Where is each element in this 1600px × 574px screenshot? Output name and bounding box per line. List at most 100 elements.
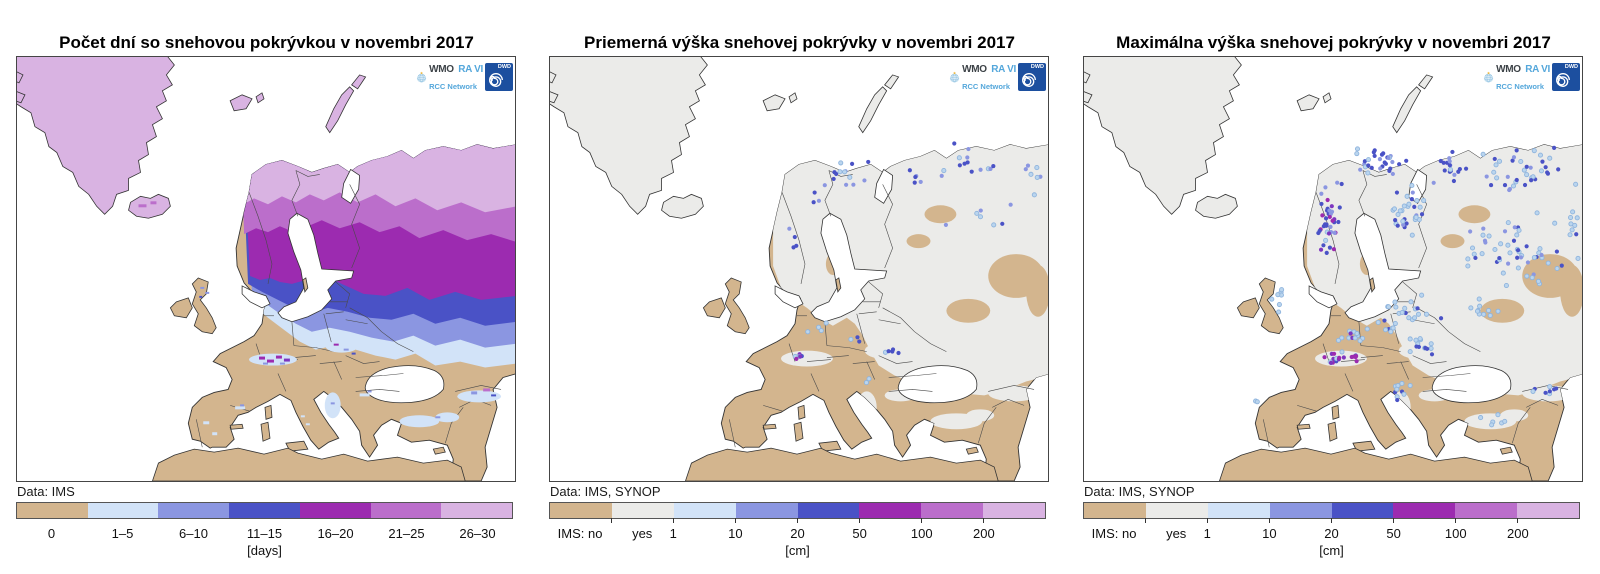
station-dot <box>1383 327 1389 333</box>
legend-label: 10 <box>1262 526 1277 541</box>
wmo-emblem-icon <box>416 71 427 83</box>
station-dot <box>1545 170 1550 175</box>
station-dot <box>1505 220 1511 226</box>
map-frame-max-snow-depth: WMO RA VI RCC Network DWD <box>1083 56 1583 482</box>
station-dot <box>1362 159 1367 164</box>
legend-segment <box>859 503 922 518</box>
station-dot <box>1382 160 1387 165</box>
legend-colorbar <box>16 502 513 519</box>
station-dot <box>1008 202 1013 207</box>
station-dot <box>1463 166 1469 171</box>
station-dot <box>1496 158 1503 164</box>
rcc-network-label: RCC Network <box>962 82 1011 91</box>
station-dot <box>1518 158 1524 165</box>
station-dot <box>1354 146 1361 152</box>
station-dot <box>1025 163 1031 168</box>
station-dot <box>1323 237 1329 243</box>
legend-tick <box>921 518 923 523</box>
station-dot <box>1552 145 1557 150</box>
wmo-rcc-logo: WMO RA VI RCC Network DWD <box>1481 59 1582 95</box>
station-dot <box>1352 335 1358 341</box>
station-dot <box>1328 360 1334 365</box>
station-dot <box>1339 181 1344 187</box>
station-dot <box>1570 209 1576 215</box>
legend-label: 6–10 <box>179 526 208 541</box>
station-dot <box>1518 255 1524 260</box>
station-dot <box>1397 208 1403 214</box>
legend-unit: [cm] <box>1319 543 1344 558</box>
legend-segment <box>1145 503 1208 518</box>
legend-label: 20 <box>790 526 805 541</box>
station-dot <box>1317 228 1322 233</box>
wmo-emblem-icon <box>1483 71 1494 83</box>
station-dot <box>1354 330 1360 337</box>
station-dot <box>1524 244 1529 249</box>
station-dot <box>1397 162 1402 167</box>
legend-segment <box>673 503 736 518</box>
station-dot <box>847 174 853 180</box>
station-dot <box>965 155 970 160</box>
station-dot <box>1332 230 1337 235</box>
station-dot <box>1547 155 1553 161</box>
station-dot <box>837 169 843 175</box>
wmo-logo-text: WMO RA VI RCC Network <box>1496 60 1550 94</box>
station-dot <box>988 166 993 171</box>
station-dot <box>1329 204 1334 209</box>
station-dot <box>818 328 824 334</box>
legend-label: 21–25 <box>388 526 425 541</box>
legend-tick <box>1331 518 1332 523</box>
legend-label: 200 <box>1507 526 1529 541</box>
legend-segment <box>1517 503 1579 518</box>
station-dot <box>798 354 803 359</box>
station-dot <box>1394 190 1400 195</box>
station-dot <box>1476 296 1482 302</box>
panel-title: Priemerná výška snehovej pokrývky v nove… <box>584 33 1015 53</box>
station-dot <box>1507 187 1512 193</box>
station-dot <box>1023 167 1028 172</box>
station-dot <box>1429 352 1435 357</box>
station-dot <box>866 159 871 164</box>
station-dot <box>1028 171 1034 177</box>
station-dot <box>1413 337 1419 343</box>
station-dot <box>886 349 891 354</box>
station-dot <box>1552 220 1558 226</box>
station-dot <box>1406 315 1412 321</box>
station-dot <box>1505 242 1511 248</box>
station-dot <box>957 163 962 168</box>
dwd-spiral-icon <box>489 73 503 87</box>
map-frame-snow-days: WMO RA VI RCC Network DWD <box>16 56 516 482</box>
station-dot <box>1391 206 1397 212</box>
station-dot <box>1483 240 1488 245</box>
color-legend: IMS: no yes 1 10 20 50 100 200 [cm] <box>549 502 1046 562</box>
station-dot <box>1525 260 1531 265</box>
station-dot <box>792 234 797 240</box>
station-dot <box>1401 203 1407 209</box>
station-dot <box>1511 238 1517 243</box>
data-source: Data: IMS, SYNOP <box>550 484 661 499</box>
station-dot <box>812 190 817 195</box>
station-dot <box>787 226 792 231</box>
legend-label: 1 <box>669 526 677 541</box>
station-dot <box>1540 159 1545 164</box>
station-dot <box>890 347 896 352</box>
station-dot <box>1365 170 1371 176</box>
data-source: Data: IMS, SYNOP <box>1084 484 1195 499</box>
panel-title: Maximálna výška snehovej pokrývky v nove… <box>1116 33 1551 53</box>
station-dot <box>1491 169 1497 175</box>
legend-label: yes <box>632 526 653 541</box>
station-dot <box>1395 211 1401 217</box>
legend-label: 0 <box>47 526 56 541</box>
station-dot <box>831 176 836 182</box>
station-dot <box>1395 397 1400 403</box>
station-dot <box>912 180 917 185</box>
station-dot <box>1354 359 1359 364</box>
station-dot <box>1502 418 1508 424</box>
legend-unit: [cm] <box>785 543 810 558</box>
wmo-rcc-logo: WMO RA VI RCC Network DWD <box>947 59 1048 95</box>
station-dot <box>1364 326 1370 332</box>
station-dot <box>1543 165 1548 170</box>
station-dot <box>1554 265 1560 272</box>
station-dot <box>1534 210 1540 216</box>
legend-labels: IMS: no yes 1 10 20 50 100 200 <box>549 526 1046 542</box>
